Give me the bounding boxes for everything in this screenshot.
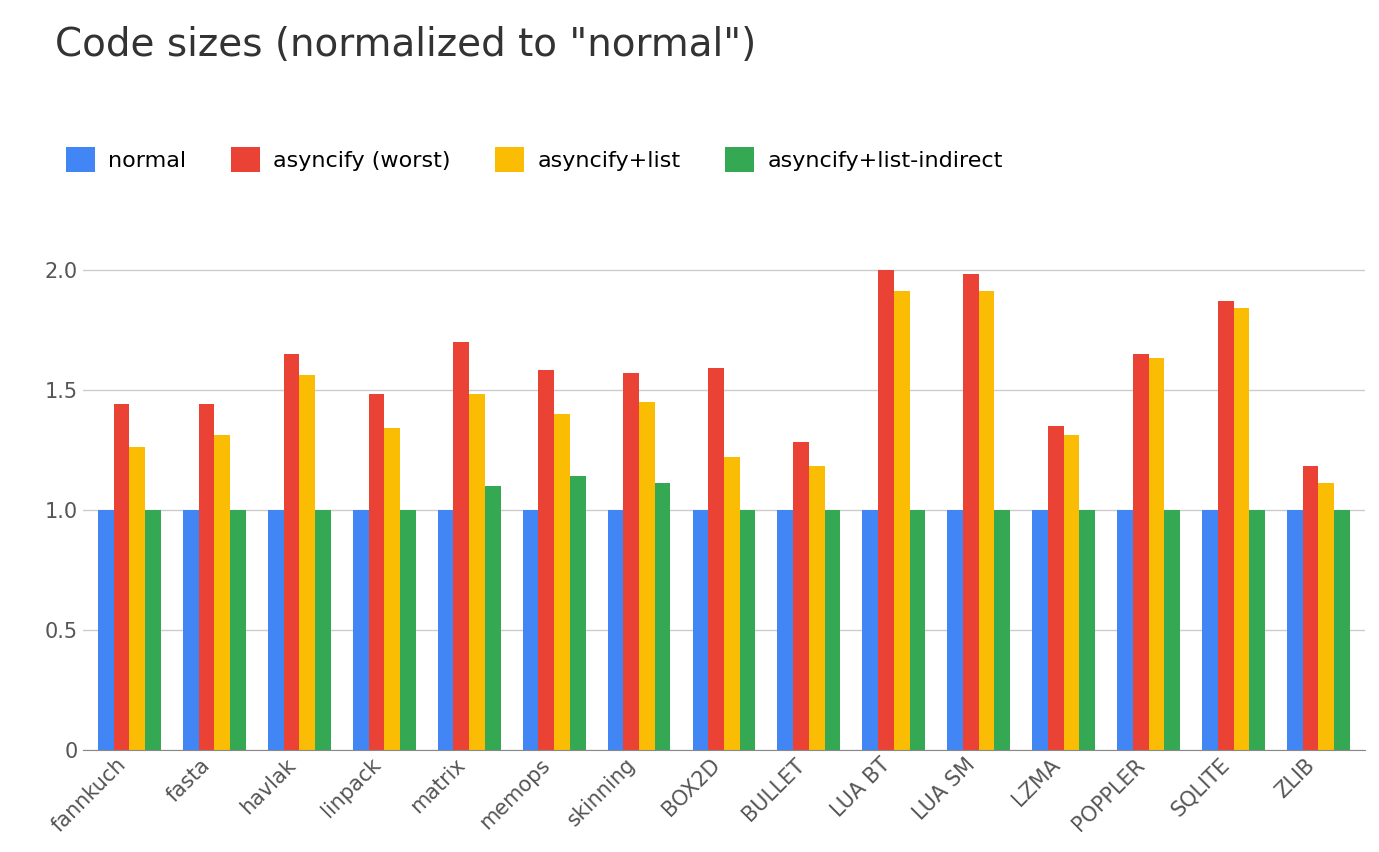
Bar bbox=[314, 509, 331, 750]
Bar bbox=[1202, 509, 1218, 750]
Bar bbox=[1318, 483, 1335, 750]
Bar bbox=[1063, 435, 1080, 750]
Bar bbox=[1080, 509, 1095, 750]
Bar bbox=[199, 404, 214, 750]
Bar bbox=[385, 428, 400, 750]
Bar bbox=[268, 509, 284, 750]
Bar bbox=[692, 509, 709, 750]
Bar bbox=[655, 483, 670, 750]
Bar bbox=[538, 371, 554, 750]
Bar bbox=[1164, 509, 1180, 750]
Bar bbox=[878, 269, 894, 750]
Bar bbox=[113, 404, 130, 750]
Bar bbox=[979, 291, 994, 750]
Bar bbox=[437, 509, 454, 750]
Bar bbox=[1249, 509, 1265, 750]
Bar bbox=[523, 509, 538, 750]
Bar bbox=[910, 509, 925, 750]
Bar bbox=[1218, 301, 1234, 750]
Bar bbox=[724, 457, 739, 750]
Bar bbox=[809, 466, 825, 750]
Bar bbox=[183, 509, 199, 750]
Text: Code sizes (normalized to "normal"): Code sizes (normalized to "normal") bbox=[55, 26, 757, 64]
Bar bbox=[1303, 466, 1318, 750]
Bar bbox=[469, 394, 485, 750]
Bar bbox=[130, 447, 145, 750]
Bar bbox=[1033, 509, 1048, 750]
Bar bbox=[994, 509, 1011, 750]
Bar bbox=[454, 342, 469, 750]
Bar bbox=[709, 368, 724, 750]
Bar bbox=[947, 509, 963, 750]
Bar bbox=[1149, 359, 1164, 750]
Legend: normal, asyncify (worst), asyncify+list, asyncify+list-indirect: normal, asyncify (worst), asyncify+list,… bbox=[66, 147, 1003, 171]
Bar bbox=[230, 509, 245, 750]
Bar bbox=[400, 509, 415, 750]
Bar bbox=[485, 486, 501, 750]
Bar bbox=[739, 509, 756, 750]
Bar bbox=[825, 509, 840, 750]
Bar bbox=[608, 509, 623, 750]
Bar bbox=[1117, 509, 1134, 750]
Bar bbox=[284, 354, 299, 750]
Bar bbox=[299, 375, 314, 750]
Bar bbox=[778, 509, 793, 750]
Bar bbox=[368, 394, 385, 750]
Bar bbox=[214, 435, 230, 750]
Bar bbox=[793, 442, 809, 750]
Bar bbox=[623, 373, 638, 750]
Bar bbox=[1335, 509, 1350, 750]
Bar bbox=[98, 509, 113, 750]
Bar bbox=[1134, 354, 1149, 750]
Bar bbox=[1234, 308, 1249, 750]
Bar bbox=[862, 509, 878, 750]
Bar bbox=[963, 274, 979, 750]
Bar bbox=[1287, 509, 1303, 750]
Bar bbox=[894, 291, 910, 750]
Bar bbox=[570, 476, 586, 750]
Bar bbox=[145, 509, 161, 750]
Bar bbox=[554, 413, 570, 750]
Bar bbox=[638, 401, 655, 750]
Bar bbox=[1048, 426, 1063, 750]
Bar bbox=[353, 509, 368, 750]
